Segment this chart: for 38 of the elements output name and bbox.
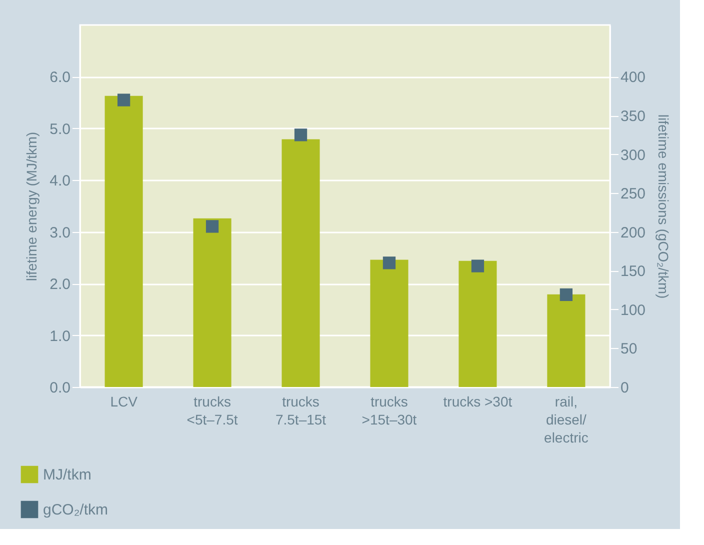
y2-tick-label: 350 — [620, 108, 646, 126]
y-axis-title: lifetime energy (MJ/tkm) — [24, 132, 40, 282]
y2-tick-label: 50 — [620, 340, 638, 358]
y2-tick-label: 0 — [620, 380, 629, 396]
y2-tick-label: 200 — [620, 224, 646, 242]
legend-label: MJ/tkm — [43, 466, 92, 484]
bar — [370, 260, 408, 387]
x-tick-label: LCV — [110, 394, 138, 410]
y-tick-label: 5.0 — [50, 120, 70, 138]
y-tick-label: 6.0 — [50, 69, 70, 86]
legend-label: gCO₂/tkm — [43, 502, 108, 518]
bar — [282, 139, 320, 387]
y2-tick-label: 400 — [620, 69, 646, 86]
y-tick-label: 0.0 — [50, 380, 70, 396]
x-tick-label: trucks >30t — [443, 394, 512, 410]
y-tick-label: 4.0 — [50, 172, 70, 190]
x-tick-label: trucks >15t–30t — [362, 394, 417, 428]
point — [471, 260, 484, 272]
bar — [458, 260, 497, 387]
bar — [104, 96, 143, 387]
x-tick-label: trucks 7.5t–15t — [275, 394, 326, 428]
point — [117, 94, 130, 106]
y2-tick-label: 250 — [620, 186, 646, 203]
y2-tick-label: 150 — [620, 263, 646, 280]
y2-tick-label: 100 — [620, 302, 646, 319]
bar — [193, 218, 232, 387]
x-tick-label: trucks <5t–7.5t — [186, 394, 238, 428]
point — [294, 128, 308, 142]
y-tick-label: 1.0 — [50, 328, 70, 345]
y2-axis-title: lifetime emissions (gCO₂/tkm) — [656, 114, 672, 299]
point — [206, 220, 219, 233]
y-tick-label: 2.0 — [50, 276, 70, 294]
x-tick-label: rail, diesel/ electric — [544, 394, 588, 446]
point — [560, 288, 573, 302]
point — [382, 256, 396, 270]
bar — [547, 294, 586, 387]
y-tick-label: 3.0 — [50, 224, 70, 242]
y2-tick-label: 300 — [620, 146, 646, 164]
